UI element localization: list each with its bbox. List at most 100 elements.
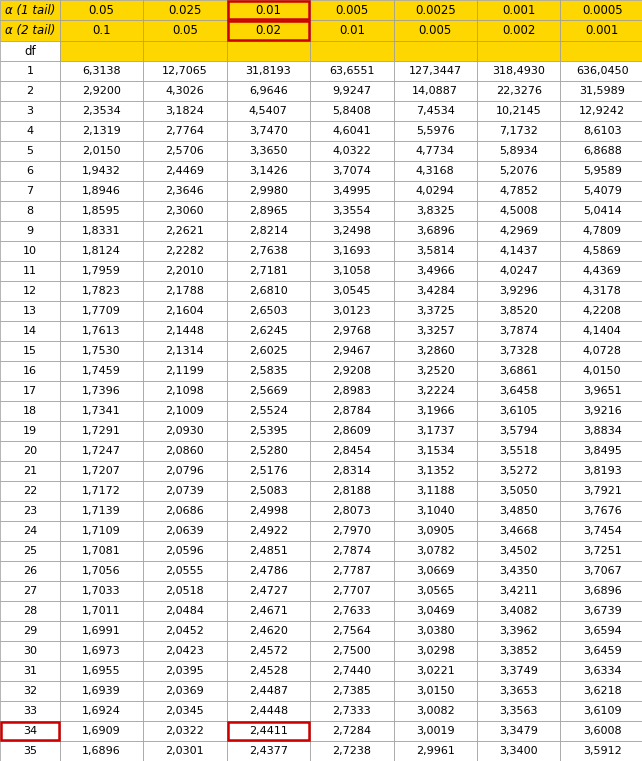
Bar <box>310 161 394 181</box>
Bar <box>477 161 560 181</box>
Text: 7,1732: 7,1732 <box>499 126 538 136</box>
Text: 4,0728: 4,0728 <box>583 346 621 356</box>
Text: 23: 23 <box>22 506 37 516</box>
Bar <box>0 361 60 381</box>
Text: 3,3479: 3,3479 <box>499 726 538 736</box>
Text: 2,7638: 2,7638 <box>249 247 288 256</box>
Bar <box>60 282 143 301</box>
Bar <box>477 41 560 62</box>
Bar <box>560 81 642 101</box>
Text: 3,1693: 3,1693 <box>333 247 371 256</box>
Text: 2: 2 <box>26 87 33 97</box>
Bar <box>310 21 394 41</box>
Bar <box>0 301 60 321</box>
Text: 3,8193: 3,8193 <box>583 466 621 476</box>
Text: 2,0395: 2,0395 <box>166 666 204 676</box>
Bar <box>143 101 227 122</box>
Bar <box>227 321 310 341</box>
Bar <box>477 561 560 581</box>
Bar <box>310 101 394 122</box>
Bar <box>310 422 394 441</box>
Text: 7: 7 <box>26 186 33 196</box>
Bar <box>0 161 60 181</box>
Text: 1,7459: 1,7459 <box>82 366 121 376</box>
Text: 2,9208: 2,9208 <box>333 366 371 376</box>
Text: 3,4350: 3,4350 <box>499 566 538 576</box>
Text: 3,8495: 3,8495 <box>583 446 621 456</box>
Bar <box>143 401 227 422</box>
Bar <box>310 481 394 501</box>
Text: 2,5706: 2,5706 <box>166 146 204 157</box>
Text: 4,0322: 4,0322 <box>333 146 371 157</box>
Text: 6,3138: 6,3138 <box>82 66 121 77</box>
Text: 1,7341: 1,7341 <box>82 406 121 416</box>
Bar <box>227 601 310 621</box>
Text: 2,4377: 2,4377 <box>249 746 288 756</box>
Text: 2,4469: 2,4469 <box>166 167 204 177</box>
Text: 6,8688: 6,8688 <box>583 146 621 157</box>
Text: 2,5669: 2,5669 <box>249 387 288 396</box>
Text: 3,7454: 3,7454 <box>583 526 621 537</box>
Bar <box>394 341 477 361</box>
Bar <box>477 241 560 261</box>
Bar <box>0 101 60 122</box>
Text: 31,5989: 31,5989 <box>579 87 625 97</box>
Bar <box>560 561 642 581</box>
Text: 3,0782: 3,0782 <box>416 546 455 556</box>
Bar <box>0 521 60 541</box>
Bar <box>560 641 642 661</box>
Text: 3,4995: 3,4995 <box>333 186 371 196</box>
Bar <box>477 621 560 641</box>
Bar <box>228 21 309 40</box>
Text: 3,6218: 3,6218 <box>583 686 621 696</box>
Text: 2,0860: 2,0860 <box>166 446 204 456</box>
Bar <box>227 122 310 142</box>
Text: 2,9768: 2,9768 <box>333 326 371 336</box>
Text: 2,7787: 2,7787 <box>333 566 371 576</box>
Text: 2,4998: 2,4998 <box>249 506 288 516</box>
Bar <box>560 621 642 641</box>
Bar <box>477 461 560 481</box>
Text: 2,0423: 2,0423 <box>166 646 204 656</box>
Bar <box>143 601 227 621</box>
Text: 29: 29 <box>22 626 37 636</box>
Text: 4,4369: 4,4369 <box>583 266 621 276</box>
Text: 5: 5 <box>26 146 33 157</box>
Bar <box>0 122 60 142</box>
Bar <box>477 681 560 701</box>
Text: 2,5176: 2,5176 <box>249 466 288 476</box>
Bar <box>394 401 477 422</box>
Bar <box>0 461 60 481</box>
Text: df: df <box>24 45 36 58</box>
Text: 2,1098: 2,1098 <box>166 387 204 396</box>
Text: 19: 19 <box>22 426 37 436</box>
Bar <box>560 202 642 221</box>
Bar <box>394 601 477 621</box>
Bar <box>394 621 477 641</box>
Text: 1,7530: 1,7530 <box>82 346 121 356</box>
Text: 0.005: 0.005 <box>335 4 369 17</box>
Bar <box>310 81 394 101</box>
Text: 6: 6 <box>26 167 33 177</box>
Bar <box>60 481 143 501</box>
Text: 3,3725: 3,3725 <box>416 307 455 317</box>
Text: 21: 21 <box>22 466 37 476</box>
Text: 5,5976: 5,5976 <box>416 126 455 136</box>
Bar <box>0 721 60 741</box>
Text: 3,0669: 3,0669 <box>416 566 455 576</box>
Text: 1,7081: 1,7081 <box>82 546 121 556</box>
Bar <box>60 361 143 381</box>
Bar <box>227 81 310 101</box>
Text: 1,7396: 1,7396 <box>82 387 121 396</box>
Bar <box>143 381 227 401</box>
Text: 2,6810: 2,6810 <box>249 286 288 296</box>
Bar <box>310 301 394 321</box>
Bar <box>143 341 227 361</box>
Text: 2,7874: 2,7874 <box>333 546 371 556</box>
Bar <box>143 641 227 661</box>
Text: 2,7764: 2,7764 <box>166 126 204 136</box>
Bar <box>394 142 477 161</box>
Text: 3,2498: 3,2498 <box>333 226 371 237</box>
Text: 3,7676: 3,7676 <box>583 506 621 516</box>
Text: 3,3653: 3,3653 <box>499 686 538 696</box>
